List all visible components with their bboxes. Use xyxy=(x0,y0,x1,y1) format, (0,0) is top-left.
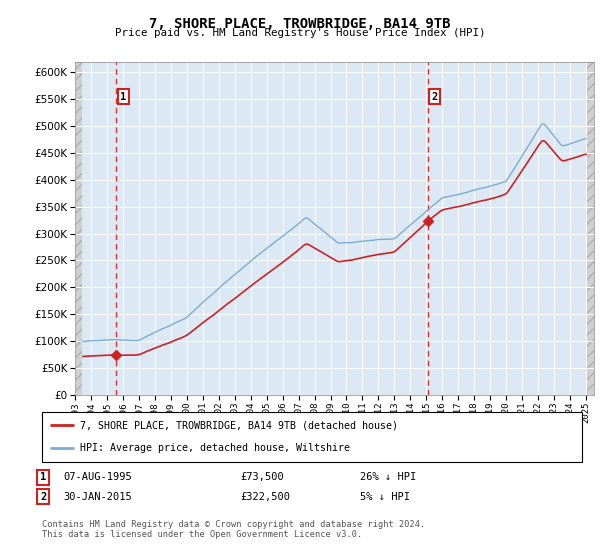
Text: 7, SHORE PLACE, TROWBRIDGE, BA14 9TB (detached house): 7, SHORE PLACE, TROWBRIDGE, BA14 9TB (de… xyxy=(80,420,398,430)
Text: 30-JAN-2015: 30-JAN-2015 xyxy=(63,492,132,502)
Text: 1: 1 xyxy=(120,91,127,101)
Text: £322,500: £322,500 xyxy=(240,492,290,502)
Bar xyxy=(75,62,82,395)
Text: 1: 1 xyxy=(40,472,46,482)
Text: Price paid vs. HM Land Registry's House Price Index (HPI): Price paid vs. HM Land Registry's House … xyxy=(115,28,485,38)
Text: Contains HM Land Registry data © Crown copyright and database right 2024.
This d: Contains HM Land Registry data © Crown c… xyxy=(42,520,425,539)
Text: 2: 2 xyxy=(431,91,438,101)
Bar xyxy=(586,62,594,395)
FancyBboxPatch shape xyxy=(42,412,582,462)
Text: 2: 2 xyxy=(40,492,46,502)
Text: 26% ↓ HPI: 26% ↓ HPI xyxy=(360,472,416,482)
Text: £73,500: £73,500 xyxy=(240,472,284,482)
Text: 7, SHORE PLACE, TROWBRIDGE, BA14 9TB: 7, SHORE PLACE, TROWBRIDGE, BA14 9TB xyxy=(149,17,451,31)
Text: HPI: Average price, detached house, Wiltshire: HPI: Average price, detached house, Wilt… xyxy=(80,444,350,454)
Text: 07-AUG-1995: 07-AUG-1995 xyxy=(63,472,132,482)
Text: 5% ↓ HPI: 5% ↓ HPI xyxy=(360,492,410,502)
